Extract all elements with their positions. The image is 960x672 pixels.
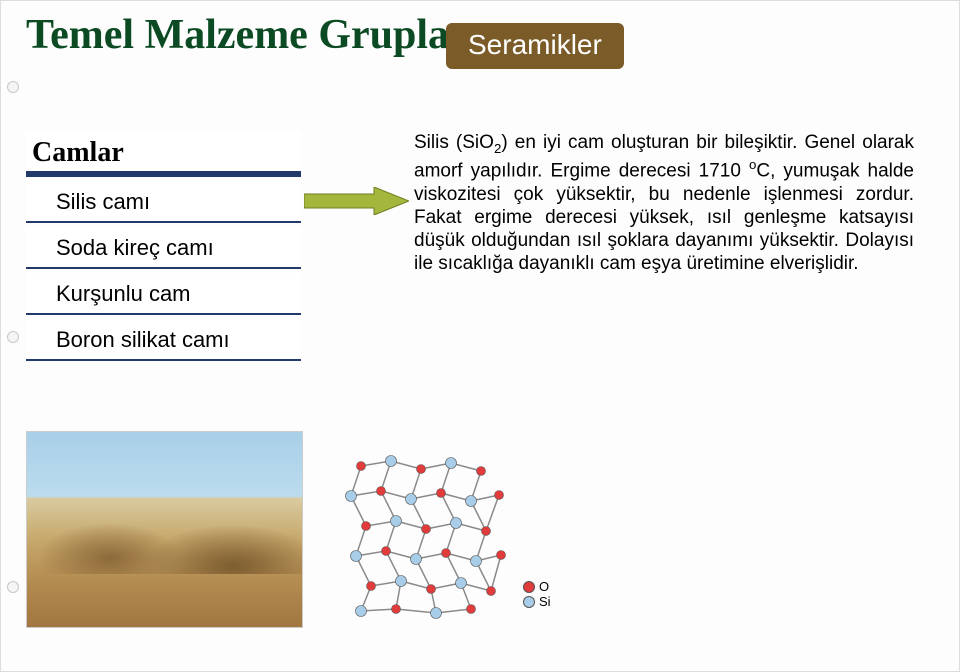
list-item: Boron silikat camı bbox=[26, 319, 301, 361]
legend-label: O bbox=[539, 579, 549, 594]
page-title: Temel Malzeme Grupları bbox=[26, 11, 479, 59]
legend-row-si: Si bbox=[523, 594, 551, 609]
legend-label: Si bbox=[539, 594, 551, 609]
list-header: Camlar bbox=[26, 131, 301, 177]
description-text: Silis (SiO2) en iyi cam oluşturan bir bi… bbox=[414, 131, 914, 275]
legend-row-o: O bbox=[523, 579, 551, 594]
list-item: Silis camı bbox=[26, 181, 301, 223]
molecule-diagram bbox=[341, 451, 511, 621]
category-badge: Seramikler bbox=[446, 23, 624, 69]
list-item: Soda kireç camı bbox=[26, 227, 301, 269]
desert-image bbox=[26, 431, 303, 628]
legend-dot-si bbox=[523, 596, 535, 608]
arrow-icon bbox=[304, 187, 409, 215]
glass-types-list: Camlar Silis camı Soda kireç camı Kurşun… bbox=[26, 131, 301, 365]
list-item: Kurşunlu cam bbox=[26, 273, 301, 315]
molecule-legend: O Si bbox=[523, 579, 551, 609]
legend-dot-o bbox=[523, 581, 535, 593]
